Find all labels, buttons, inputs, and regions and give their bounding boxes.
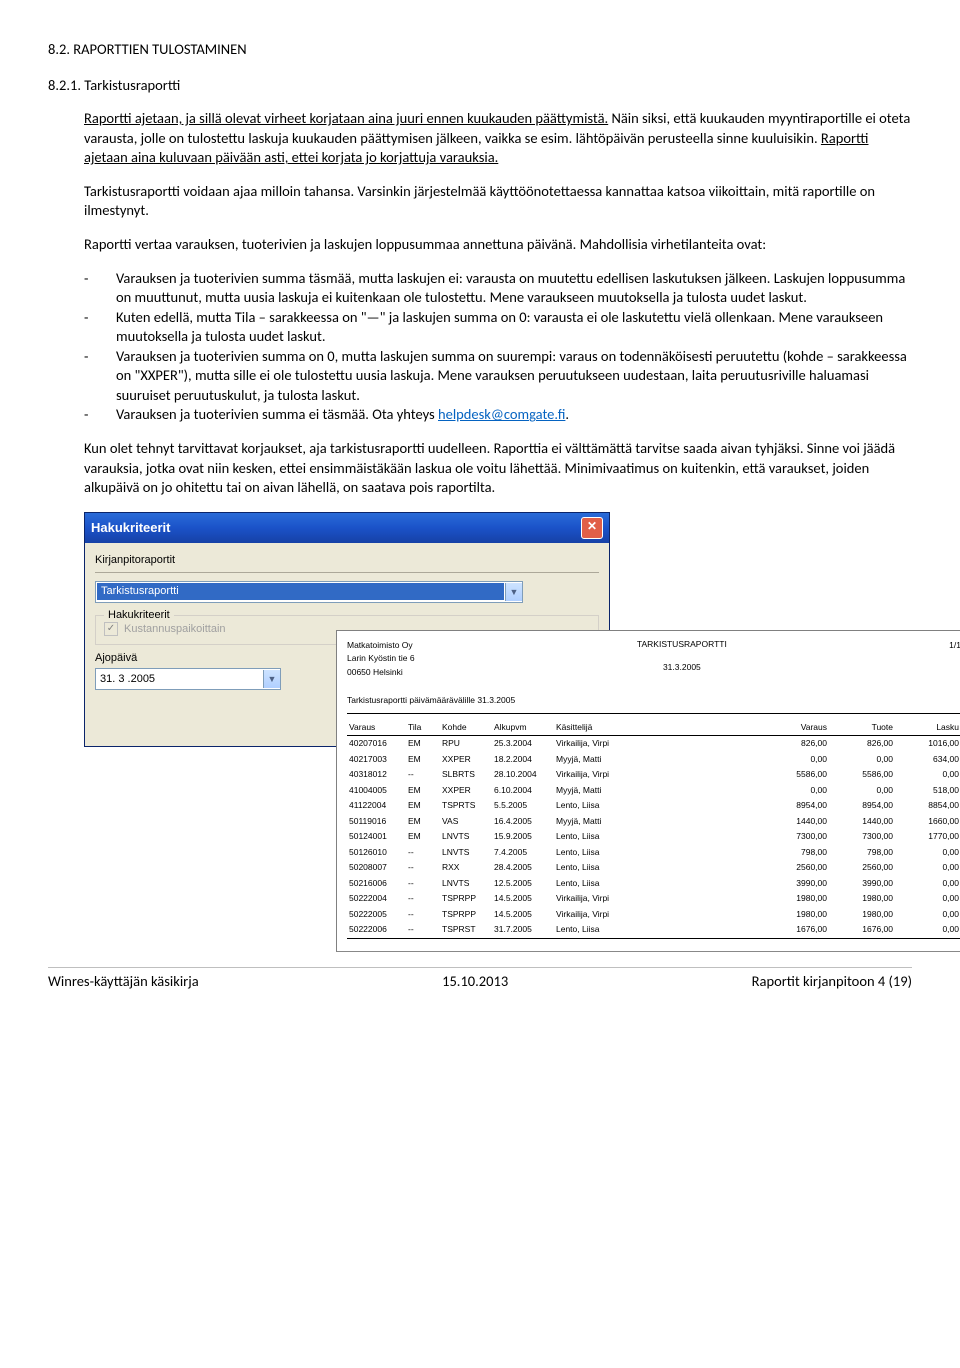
checkbox-icon: ✓ bbox=[104, 622, 118, 636]
list-item: Varauksen ja tuoterivien summa on 0, mut… bbox=[84, 347, 912, 406]
section-label: Kirjanpitoraportit bbox=[95, 553, 599, 568]
table-row: 50119016EMVAS16.4.2005Myyjä, Matti1440,0… bbox=[347, 814, 960, 829]
chevron-down-icon[interactable]: ▼ bbox=[505, 583, 522, 601]
report-select[interactable]: Tarkistusraportti ▼ bbox=[95, 581, 523, 603]
table-row: 50124001EMLNVTS15.9.2005Lento, Liisa7300… bbox=[347, 829, 960, 844]
table-row: 40318012--SLBRTS28.10.2004Virkailija, Vi… bbox=[347, 767, 960, 782]
bullet-list: Varauksen ja tuoterivien summa täsmää, m… bbox=[84, 269, 912, 426]
report-subtitle: Tarkistusraportti päivämäärävälille 31.3… bbox=[347, 695, 960, 706]
report-table: Varaus Tila Kohde Alkupvm Käsittelijä Va… bbox=[347, 720, 960, 938]
company-name: Matkatoimisto Oy bbox=[347, 639, 415, 653]
list-item: Varauksen ja tuoterivien summa täsmää, m… bbox=[84, 269, 912, 308]
paragraph: Raportti vertaa varauksen, tuoterivien j… bbox=[84, 235, 912, 255]
table-row: 40217003EMXXPER18.2.2004Myyjä, Matti0,00… bbox=[347, 752, 960, 767]
table-row: 41004005EMXXPER6.10.2004Myyjä, Matti0,00… bbox=[347, 783, 960, 798]
page-indicator: 1/1 bbox=[949, 639, 960, 653]
date-value: 31. 3 .2005 bbox=[100, 672, 155, 687]
select-value: Tarkistusraportti bbox=[97, 583, 504, 600]
table-row: 50208007--RXX28.4.2005Lento, Liisa2560,0… bbox=[347, 860, 960, 875]
report-title: TARKISTUSRAPORTTI bbox=[415, 639, 950, 650]
email-link[interactable]: helpdesk@comgate.fi bbox=[438, 405, 565, 423]
subsection-heading: 8.2.1. Tarkistusraportti bbox=[48, 76, 912, 96]
report-preview: Matkatoimisto Oy Larin Kyöstin tie 6 006… bbox=[336, 630, 960, 952]
company-address: 00650 Helsinki bbox=[347, 666, 415, 680]
report-date: 31.3.2005 bbox=[415, 662, 950, 673]
table-row: 50126010--LNVTS7.4.2005Lento, Liisa798,0… bbox=[347, 845, 960, 860]
divider bbox=[347, 713, 960, 714]
dialog-title: Hakukriteerit bbox=[91, 519, 170, 537]
close-icon[interactable]: ✕ bbox=[581, 517, 603, 539]
footer-right: Raportit kirjanpitoon 4 (19) bbox=[752, 972, 912, 992]
table-row: 50222004--TSPRPP14.5.2005Virkailija, Vir… bbox=[347, 891, 960, 906]
footer-left: Winres-käyttäjän käsikirja bbox=[48, 972, 199, 992]
list-item: Varauksen ja tuoterivien summa ei täsmää… bbox=[84, 405, 912, 425]
date-input[interactable]: 31. 3 .2005 ▼ bbox=[95, 668, 281, 690]
checkbox-label: Kustannuspaikoittain bbox=[124, 622, 226, 637]
table-row: 50216006--LNVTS12.5.2005Lento, Liisa3990… bbox=[347, 876, 960, 891]
section-heading: 8.2. RAPORTTIEN TULOSTAMINEN bbox=[48, 40, 912, 60]
fieldset-legend: Hakukriteerit bbox=[104, 608, 174, 623]
dialog-titlebar: Hakukriteerit ✕ bbox=[85, 513, 609, 543]
paragraph: Kun olet tehnyt tarvittavat korjaukset, … bbox=[84, 439, 912, 498]
company-address: Larin Kyöstin tie 6 bbox=[347, 652, 415, 666]
table-row: 50222006--TSPRST31.7.2005Lento, Liisa167… bbox=[347, 922, 960, 937]
table-row: 50222005--TSPRPP14.5.2005Virkailija, Vir… bbox=[347, 907, 960, 922]
paragraph: Tarkistusraportti voidaan ajaa milloin t… bbox=[84, 182, 912, 221]
table-row: 40207016EMRPU25.3.2004Virkailija, Virpi8… bbox=[347, 736, 960, 752]
divider bbox=[95, 572, 599, 573]
footer-center: 15.10.2013 bbox=[442, 972, 508, 992]
table-header-row: Varaus Tila Kohde Alkupvm Käsittelijä Va… bbox=[347, 720, 960, 736]
paragraph: Raportti ajetaan, ja sillä olevat virhee… bbox=[84, 109, 912, 168]
list-item: Kuten edellä, mutta Tila – sarakkeessa o… bbox=[84, 308, 912, 347]
page-footer: Winres-käyttäjän käsikirja 15.10.2013 Ra… bbox=[48, 967, 912, 992]
table-row: 41122004EMTSPRTS5.5.2005Lento, Liisa8954… bbox=[347, 798, 960, 813]
chevron-down-icon[interactable]: ▼ bbox=[263, 670, 280, 688]
underlined-text: Raportti ajetaan, ja sillä olevat virhee… bbox=[84, 109, 608, 127]
